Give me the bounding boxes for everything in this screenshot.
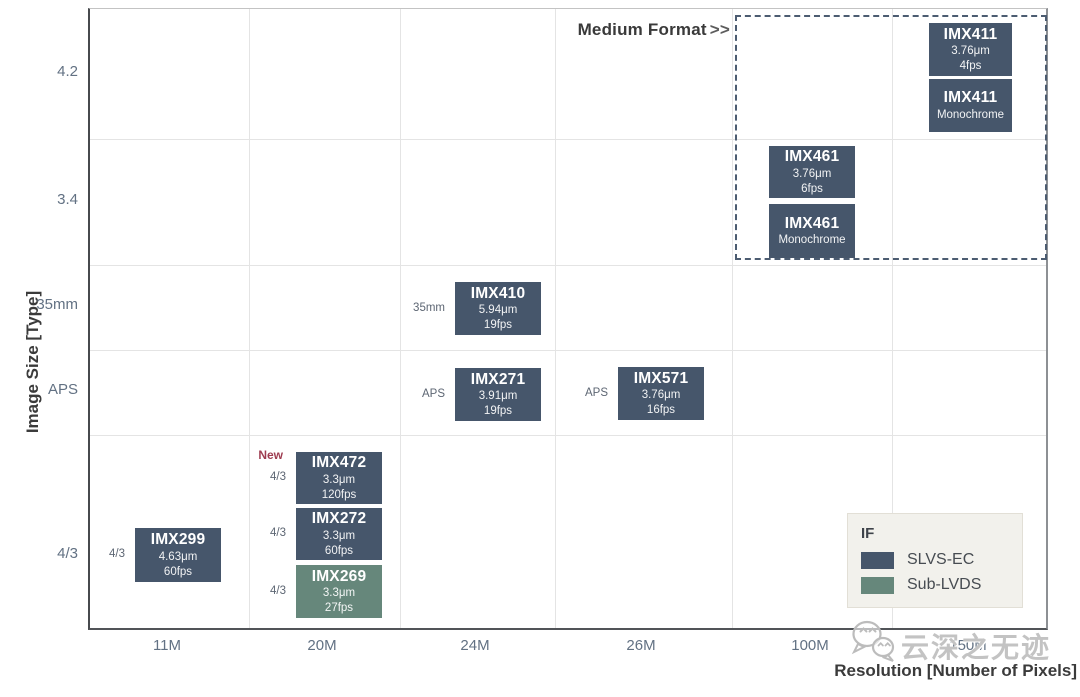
sensor-detail: 5.94μm [478, 304, 518, 317]
legend-item-sub-lvds: Sub-LVDS [861, 576, 1022, 594]
sensor-detail: 16fps [646, 404, 676, 417]
format-side-label: 35mm [413, 301, 445, 314]
watermark-text: 云深之无迹 [901, 631, 1052, 663]
medium-format-text: Medium Format [577, 20, 707, 39]
sensor-name: IMX272 [311, 510, 367, 528]
v-gridline [892, 9, 893, 628]
y-tick-3-4: 3.4 [57, 191, 78, 208]
sensor-imx410: IMX410 5.94μm 19fps [455, 282, 541, 335]
legend-label-slvs-ec: SLVS-EC [907, 551, 975, 568]
v-gridline [400, 9, 401, 628]
legend-swatch-sub-lvds [861, 576, 894, 594]
legend: IF SLVS-EC Sub-LVDS [847, 513, 1023, 608]
sensor-imx272: IMX272 3.3μm 60fps [296, 508, 382, 560]
sensor-imx571: IMX571 3.76μm 16fps [618, 367, 704, 420]
sensor-name: IMX410 [470, 284, 526, 302]
sensor-imx271: IMX271 3.91μm 19fps [455, 368, 541, 421]
legend-title: IF [861, 525, 875, 542]
medium-format-label: Medium Format >> [90, 20, 730, 40]
sensor-name: IMX299 [150, 531, 206, 549]
sensor-detail: 3.76μm [951, 45, 990, 58]
format-side-label: 4/3 [109, 548, 125, 560]
watermark: 云深之无迹 [848, 619, 1051, 672]
x-tick-100m: 100M [791, 637, 829, 654]
sensor-imx472: IMX472 3.3μm 120fps [296, 452, 382, 504]
h-gridline [90, 265, 1046, 266]
sensor-detail: 3.76μm [641, 389, 681, 402]
sensor-detail: 3.76μm [792, 167, 832, 180]
sensor-name: IMX461 [784, 214, 840, 232]
sensor-detail: 60fps [324, 544, 354, 557]
sensor-detail: 19fps [483, 319, 513, 332]
x-tick-24m: 24M [460, 637, 490, 654]
y-axis-title: Image Size [Type] [23, 290, 42, 434]
h-gridline [90, 139, 1046, 140]
v-gridline [555, 9, 556, 628]
format-side-label: 4/3 [270, 471, 286, 483]
format-side-label: APS [584, 386, 608, 399]
sensor-detail: 19fps [483, 405, 513, 418]
legend-item-slvs-ec: SLVS-EC [861, 551, 1022, 569]
sensor-detail: 3.3μm [322, 587, 356, 600]
sensor-name: IMX472 [311, 454, 367, 472]
sensor-detail: 60fps [163, 565, 193, 578]
sensor-name: IMX571 [633, 369, 689, 387]
x-tick-150m: 150M [949, 637, 987, 654]
sensor-detail: Monochrome [778, 234, 846, 247]
h-gridline [90, 435, 1046, 436]
y-tick-4-2: 4.2 [57, 63, 78, 80]
sensor-imx269: IMX269 3.3μm 27fps [296, 565, 382, 618]
x-tick-26m: 26M [626, 637, 656, 654]
y-tick-aps: APS [47, 381, 78, 398]
y-tick-35mm: 35mm [36, 296, 78, 313]
x-axis-title: Resolution [Number of Pixels] [834, 661, 1077, 680]
x-tick-11m: 11M [152, 637, 182, 654]
legend-label-sub-lvds: Sub-LVDS [907, 576, 982, 593]
x-tick-20m: 20M [307, 637, 337, 654]
sensor-name: IMX461 [784, 148, 840, 166]
sensor-imx411: IMX411 3.76μm 4fps [929, 23, 1012, 76]
sensor-name: IMX411 [943, 25, 998, 43]
sensor-detail: 3.3μm [322, 473, 356, 486]
medium-format-arrows-icon: >> [709, 20, 730, 39]
sensor-detail: 4fps [959, 60, 982, 73]
sensor-detail: 3.3μm [322, 529, 356, 542]
sensor-detail: 6fps [801, 182, 823, 195]
sensor-imx461: IMX461 3.76μm 6fps [769, 146, 855, 198]
sensor-name: IMX271 [470, 370, 526, 388]
v-gridline [249, 9, 250, 628]
sensor-name: IMX269 [311, 567, 367, 585]
new-badge: New [258, 448, 283, 462]
sensor-imx461-monochrome: IMX461 Monochrome [769, 204, 855, 258]
sensor-detail: 27fps [324, 602, 354, 615]
sensor-detail: Monochrome [936, 108, 1005, 121]
sensor-name: IMX411 [943, 89, 998, 107]
format-side-label: 4/3 [270, 584, 286, 597]
y-tick-4-3: 4/3 [57, 545, 78, 562]
sensor-imx299: IMX299 4.63μm 60fps [135, 528, 221, 582]
medium-format-region [735, 15, 1047, 260]
sensor-detail: 3.91μm [478, 390, 518, 403]
format-side-label: APS [421, 387, 445, 400]
wechat-logo-icon [848, 619, 898, 672]
v-gridline [732, 9, 733, 628]
sensor-imx411-monochrome: IMX411 Monochrome [929, 79, 1012, 132]
sensor-detail: 120fps [321, 488, 357, 501]
h-gridline [90, 350, 1046, 351]
legend-swatch-slvs-ec [861, 551, 894, 569]
format-side-label: 4/3 [270, 527, 286, 539]
sensor-detail: 4.63μm [158, 550, 198, 563]
